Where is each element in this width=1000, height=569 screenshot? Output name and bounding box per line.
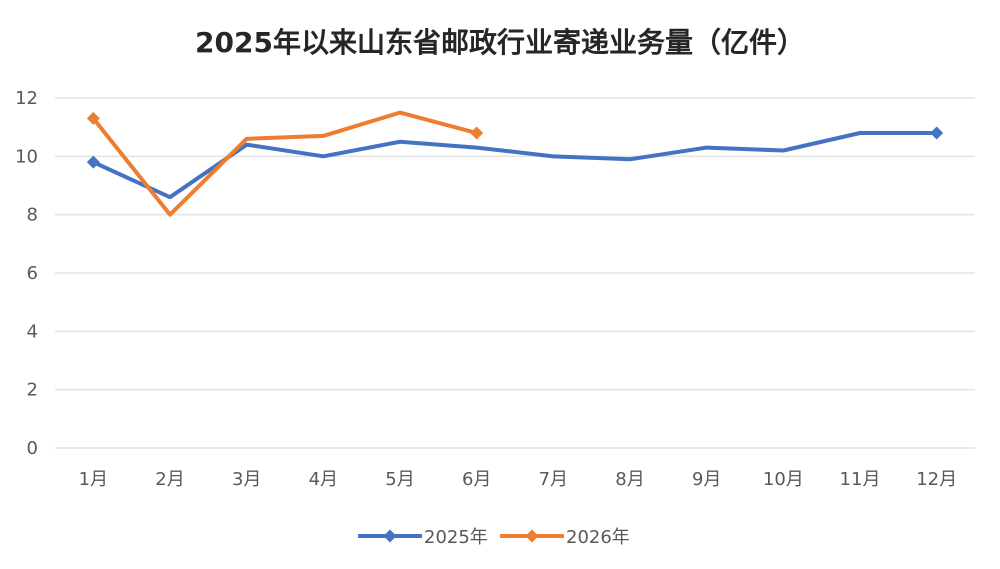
data-point-marker xyxy=(86,111,100,125)
y-tick-label: 4 xyxy=(27,321,38,342)
y-axis: 0 2 4 6 8 10 12 xyxy=(15,88,38,459)
data-point-marker xyxy=(470,126,484,140)
series-line-2 xyxy=(91,110,479,217)
x-tick-label: 11月 xyxy=(840,469,881,490)
legend-marker xyxy=(525,529,539,543)
y-tick-label: 0 xyxy=(27,438,38,459)
x-tick-label: 2月 xyxy=(155,469,184,490)
y-tick-label: 6 xyxy=(27,263,38,284)
x-axis: 1月 2月 3月 4月 5月 6月 7月 8月 9月 10月 11月 12月 xyxy=(79,469,958,490)
x-tick-label: 5月 xyxy=(385,469,414,490)
legend-marker xyxy=(383,529,397,543)
gridlines xyxy=(55,97,975,449)
y-tick-label: 12 xyxy=(15,88,38,109)
legend: 2025年 2026年 xyxy=(358,527,630,548)
y-tick-label: 10 xyxy=(15,146,38,167)
x-tick-label: 3月 xyxy=(232,469,261,490)
x-tick-label: 8月 xyxy=(615,469,644,490)
x-tick-label: 10月 xyxy=(763,469,804,490)
x-tick-label: 7月 xyxy=(539,469,568,490)
y-tick-label: 8 xyxy=(27,205,38,226)
y-tick-label: 2 xyxy=(27,380,38,401)
x-tick-label: 9月 xyxy=(692,469,721,490)
data-point-marker xyxy=(86,155,100,169)
x-tick-label: 12月 xyxy=(916,469,957,490)
x-tick-label: 4月 xyxy=(309,469,338,490)
x-tick-label: 6月 xyxy=(462,469,491,490)
legend-label: 2025年 xyxy=(424,527,488,548)
legend-label: 2026年 xyxy=(566,527,630,548)
data-point-marker xyxy=(930,126,944,140)
series-layer xyxy=(86,110,944,217)
x-tick-label: 1月 xyxy=(79,469,108,490)
chart-title: 2025年以来山东省邮政行业寄递业务量（亿件） xyxy=(195,26,805,59)
